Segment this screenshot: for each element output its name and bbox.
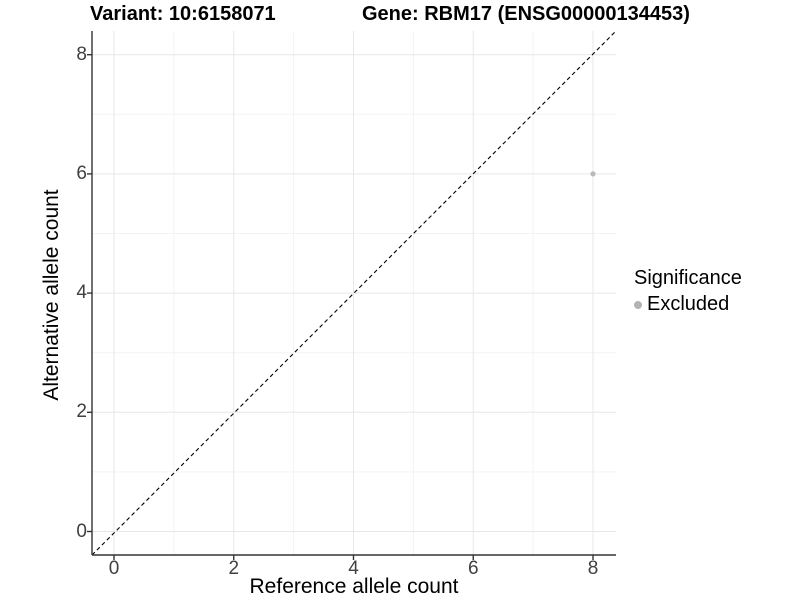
identity-reference-line (91, 30, 617, 556)
gene-title: Gene: RBM17 (ENSG00000134453) (362, 3, 690, 25)
y-tick-label: 8 (76, 43, 87, 65)
legend-item-excluded: Excluded (634, 293, 742, 316)
legend: Significance Excluded (634, 267, 742, 316)
x-tick-label: 8 (587, 558, 599, 579)
x-tick-label: 4 (348, 558, 359, 579)
legend-item-label: Excluded (647, 293, 730, 315)
legend-title: Significance (634, 267, 742, 289)
variant-title: Variant: 10:6158071 (90, 3, 276, 25)
x-tick-label: 6 (467, 558, 479, 579)
y-tick-label: 6 (76, 162, 87, 184)
x-tick-label: 0 (108, 558, 120, 579)
data-point (590, 171, 596, 177)
x-axis-title: Reference allele count (249, 575, 459, 598)
legend-point-icon (634, 300, 642, 309)
x-tick-label: 2 (228, 558, 240, 579)
y-tick-label: 0 (76, 520, 87, 542)
y-tick-label: 2 (76, 401, 87, 423)
y-tick-label: 4 (76, 282, 87, 304)
y-axis-title: Alternative allele count (40, 189, 63, 401)
